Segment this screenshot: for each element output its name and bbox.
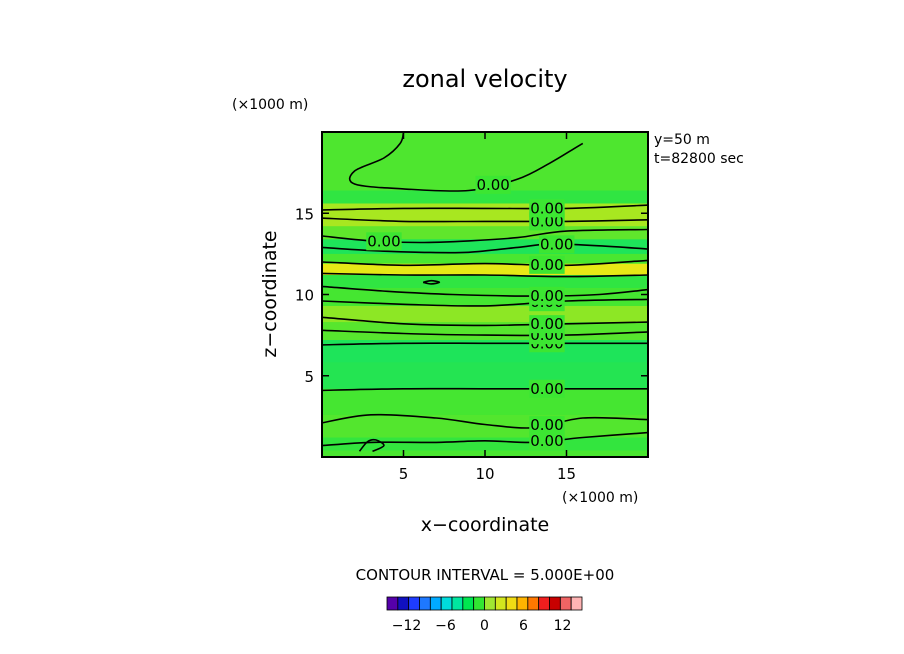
contour-line [322,259,648,267]
contour-line [348,132,584,192]
contour-interval-text: CONTOUR INTERVAL = 5.000E+00 [356,566,615,584]
contour-line [322,285,648,297]
z-tick-label: 10 [295,287,314,305]
colorbar-swatch [386,596,399,611]
colorbar-swatch [440,596,453,611]
contour-label-bg [529,286,565,305]
contour-line [322,243,648,254]
contour-label: 0.00 [530,287,563,305]
colorbar-swatch [462,596,475,611]
colorbar-swatch [538,596,550,611]
contour-line [322,217,648,223]
contour-line [322,329,648,337]
color-band [322,362,648,389]
colorbar-swatch [527,596,540,611]
contour-label-bg [529,199,565,218]
colorbar-swatch [429,596,442,611]
color-band [322,263,648,275]
colorbar-swatch [494,596,507,611]
colorbar-swatch [419,596,431,611]
colorbar-swatch [516,596,529,611]
z-axis-ticks: 5 10 15 [295,205,648,386]
contour-label-bg [366,232,402,251]
annotation-y: y=50 m [654,132,710,148]
contour-line [322,316,648,327]
annotation-time: t=82800 sec [654,151,744,167]
contour-line [322,272,648,278]
x-tick-label: 15 [557,465,576,483]
color-band [322,388,648,415]
color-band [322,190,648,204]
contour-line [322,413,648,429]
colorbar-swatch [397,596,410,611]
colorbar-tick-label: 0 [480,618,489,634]
contour-line [322,298,648,307]
color-band [322,305,648,323]
contour-label: 0.00 [476,176,509,194]
z-unit-label: (×1000 m) [232,97,308,113]
x-axis-ticks: 5 10 15 [399,132,576,483]
contour-line [358,438,385,453]
colorbar-swatch [451,596,464,611]
contour-label: 0.00 [530,380,563,398]
colorbar-tick-labels: −12 −6 0 6 12 [392,618,572,634]
x-axis-label: x−coordinate [421,514,550,536]
contour-label-bg [529,315,565,334]
colorbar-swatch [408,596,420,611]
color-band [322,275,648,288]
colorbar-tick-label: −12 [392,618,422,634]
x-unit-label: (×1000 m) [562,490,638,506]
colorbar-swatch [484,596,496,611]
contour-label-bg [529,379,565,398]
z-axis-label: z−coordinate [259,230,281,357]
contour-label: 0.00 [530,199,563,217]
contour-label-bg [529,416,565,435]
contour-label: 0.00 [530,432,563,450]
x-tick-label: 10 [475,465,494,483]
z-tick-label: 5 [304,368,314,386]
colorbar-tick-label: −6 [435,618,456,634]
contour-line [322,342,648,346]
contour-label: 0.00 [540,235,573,253]
contour-label-bg [529,255,565,274]
plot-area [322,132,648,457]
contour-line [322,204,648,211]
contour-lines [322,132,648,453]
color-band [322,340,648,363]
contour-label: 0.00 [530,256,563,274]
colorbar-swatch [505,596,518,611]
color-band [322,437,648,451]
contour-label-bg [539,235,575,254]
color-band [322,253,648,264]
contour-line [422,279,441,285]
z-tick-label: 15 [295,205,314,223]
contour-labels: 0.000.000.000.000.000.000.000.000.000.00… [366,175,575,451]
colorbar [386,596,583,611]
contour-line [322,387,648,392]
x-tick-label: 5 [399,465,409,483]
contour-label-bg [529,432,565,451]
contour-label-bg [475,175,511,194]
colorbar-tick-label: 6 [519,618,528,634]
contour-line [322,431,648,447]
colorbar-tick-label: 12 [554,618,572,634]
colorbar-swatch [473,596,485,611]
chart-title: zonal velocity [402,65,567,93]
contour-label: 0.00 [530,416,563,434]
contour-label: 0.00 [530,315,563,333]
colorbar-swatch [549,596,561,611]
colorbar-swatch [559,596,572,611]
contour-label: 0.00 [367,232,400,250]
colorbar-swatch [570,596,583,611]
